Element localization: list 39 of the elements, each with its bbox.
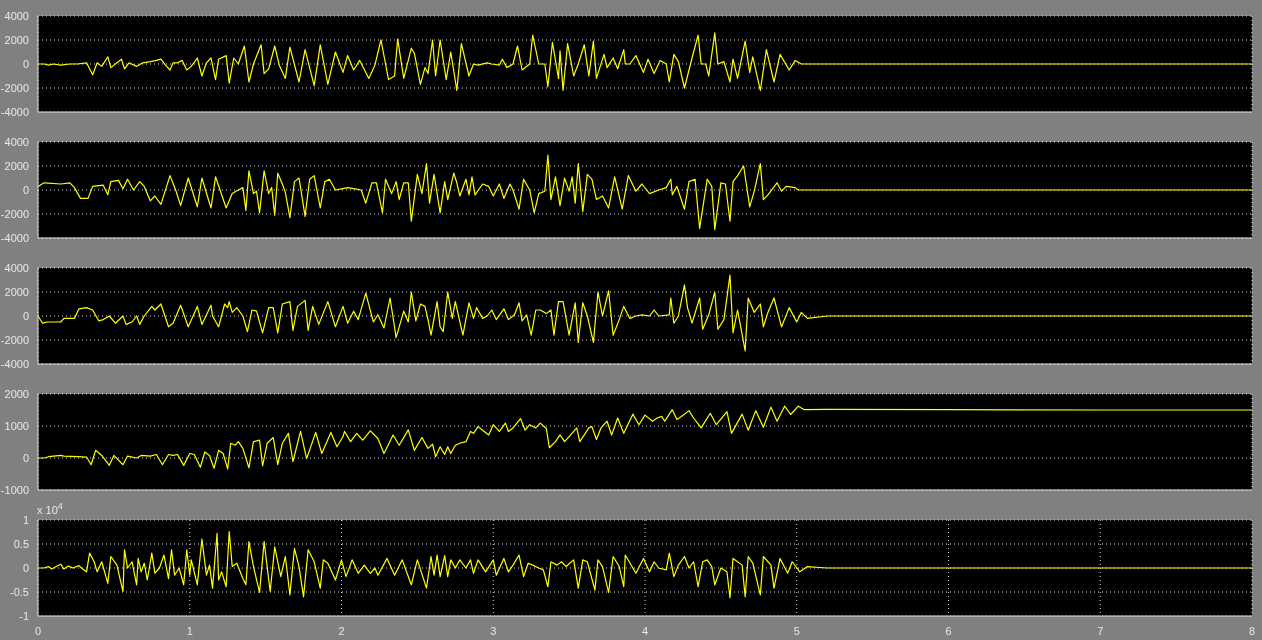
line-series	[38, 32, 1252, 91]
y-tick-label: 1	[22, 513, 29, 526]
x-tick-label: 5	[793, 624, 800, 637]
y-tick-label: 4000	[4, 135, 29, 148]
y-tick-label: -0.5	[10, 585, 29, 598]
line-series	[38, 405, 1252, 470]
y-tick-label: 0	[22, 561, 29, 574]
y-tick-label: 0	[22, 57, 29, 70]
y-tick-label: 2000	[4, 159, 29, 172]
y-tick-label: 4000	[4, 261, 29, 274]
x-tick-label: 3	[490, 624, 497, 637]
text: x 10$^{4}$	[37, 500, 63, 517]
y-tick-label: 0	[22, 309, 29, 322]
x-tick-label: 6	[945, 624, 952, 637]
x-tick-label: 4	[641, 624, 649, 637]
y-tick-label: 2000	[4, 387, 29, 400]
y-tick-label: -4000	[0, 357, 29, 370]
line-series	[38, 274, 1252, 352]
x-tick-label: 1	[186, 624, 193, 637]
y-tick-label: -1	[19, 609, 29, 622]
y-tick-label: -2000	[0, 207, 29, 220]
y-tick-label: -4000	[0, 231, 29, 244]
y-tick-label: 4000	[4, 9, 29, 22]
line-series	[38, 530, 1252, 599]
y-tick-label: 0	[22, 451, 29, 464]
y-tick-label: 2000	[4, 285, 29, 298]
y-tick-label: -1000	[0, 483, 29, 496]
y-tick-label: 0.5	[13, 537, 29, 550]
y-tick-label: -4000	[0, 105, 29, 118]
x-tick-label: 2	[338, 624, 345, 637]
y-tick-label: -2000	[0, 81, 29, 94]
line-series	[38, 154, 1252, 231]
y-tick-label: 1000	[4, 419, 29, 432]
y-tick-label: 2000	[4, 33, 29, 46]
x-tick-label: 8	[1248, 624, 1256, 637]
y-tick-label: 0	[22, 183, 29, 196]
y-tick-label: -2000	[0, 333, 29, 346]
x-tick-label: 0	[34, 624, 42, 637]
x-tick-label: 7	[1097, 624, 1104, 637]
